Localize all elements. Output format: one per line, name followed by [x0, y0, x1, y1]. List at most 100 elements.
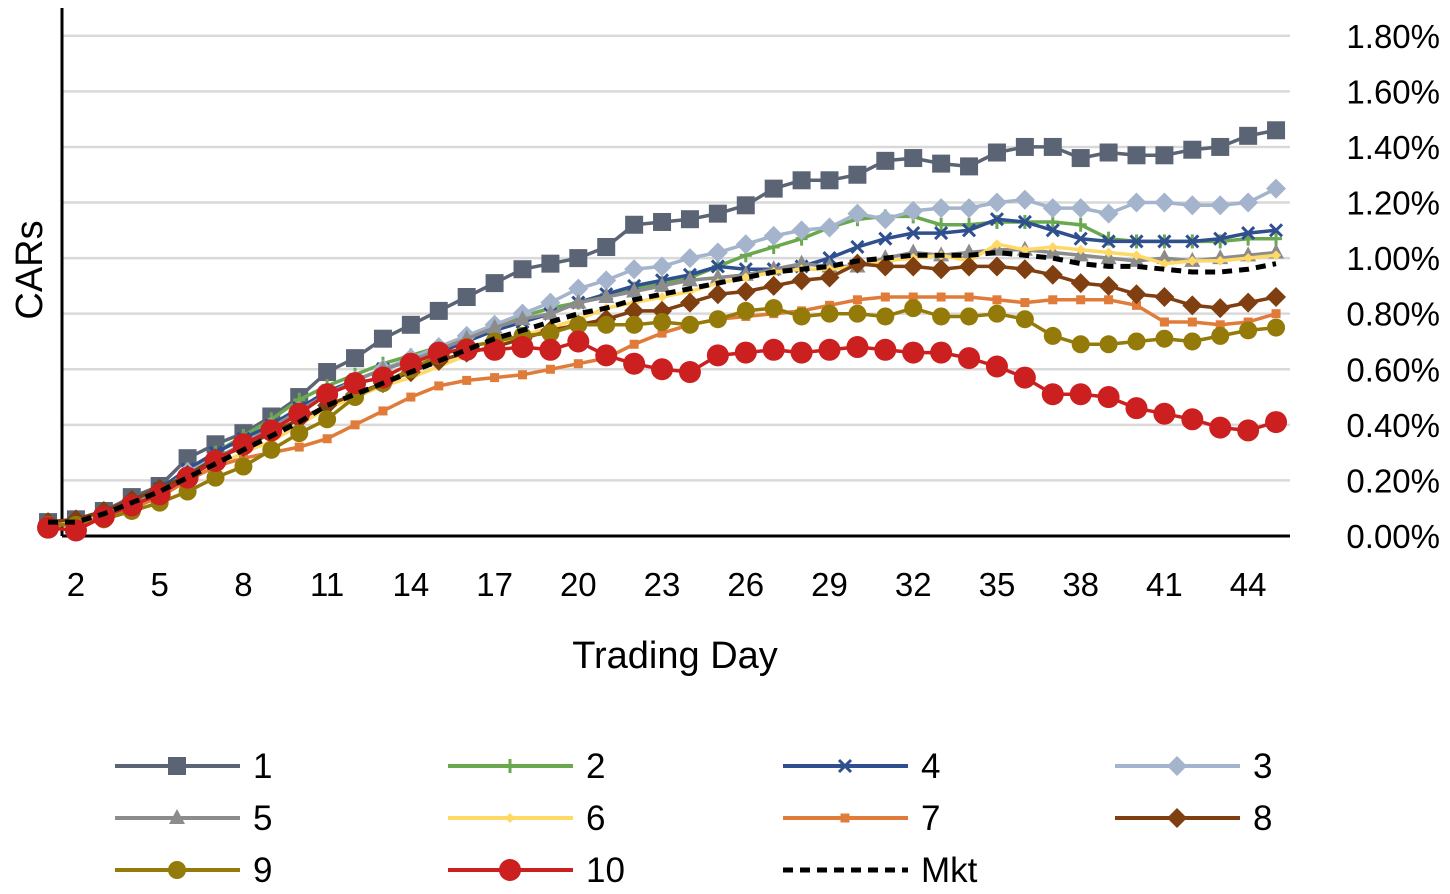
marker-diamond: [596, 270, 617, 291]
marker-circle: [1153, 402, 1176, 425]
marker-square: [764, 179, 783, 198]
marker-circle: [1071, 335, 1090, 354]
marker-circle: [678, 361, 701, 384]
marker-diamond: [624, 300, 645, 321]
legend-item-4: 4: [783, 747, 940, 786]
marker-diamond: [959, 256, 980, 277]
marker-square: [1159, 317, 1169, 327]
marker-square: [657, 328, 667, 338]
marker-circle: [874, 338, 897, 361]
marker-triangle: [514, 310, 531, 326]
marker-square: [490, 373, 500, 383]
marker-circle: [316, 383, 339, 406]
y-axis-title: CARs: [9, 220, 51, 319]
y-tick-label: 0.00%: [1346, 518, 1440, 555]
x-tick-label: 5: [151, 566, 169, 603]
legend-item-10: 10: [448, 851, 625, 890]
legend-item-mkt: Mkt: [783, 851, 978, 890]
marker-diamond: [931, 198, 952, 219]
legend-label: 3: [1253, 747, 1272, 786]
marker-circle: [846, 336, 869, 359]
marker-diamond: [652, 256, 673, 277]
legend-label: 8: [1253, 799, 1272, 838]
x-tick-label: 11: [310, 566, 344, 603]
x-tick-label: 38: [1062, 566, 1099, 603]
marker-diamond: [1042, 198, 1063, 219]
series-10: [37, 330, 1288, 542]
series-line: [48, 306, 1277, 527]
marker-square: [485, 274, 504, 293]
marker-circle: [539, 338, 562, 361]
marker-square: [1071, 149, 1090, 168]
marker-diamond: [819, 267, 840, 288]
marker-circle: [168, 861, 186, 879]
legend-item-1: 1: [115, 747, 272, 786]
marker-diamond: [1266, 287, 1287, 308]
marker-diamond: [568, 278, 589, 299]
marker-square: [820, 171, 839, 190]
marker-square: [1239, 126, 1258, 145]
y-tick-label: 0.80%: [1346, 296, 1440, 333]
marker-circle: [848, 304, 867, 323]
x-axis-title: Trading Day: [572, 635, 778, 677]
marker-square: [569, 249, 588, 268]
marker-square: [294, 442, 304, 452]
marker-diamond: [959, 198, 980, 219]
marker-square: [350, 420, 360, 430]
marker-square: [960, 157, 979, 176]
x-tick-label: 44: [1230, 566, 1267, 603]
marker-x: [1268, 223, 1284, 238]
x-tick-label: 20: [560, 566, 597, 603]
marker-square: [992, 295, 1002, 305]
legend: 1 2 4 3 5 6 7 8 9 10 Mkt: [115, 747, 1272, 890]
x-tick-label: 29: [811, 566, 848, 603]
marker-circle: [1183, 332, 1202, 351]
marker-circle: [176, 466, 199, 489]
x-tick-label: 26: [727, 566, 764, 603]
legend-label: 9: [253, 851, 272, 890]
marker-square: [625, 215, 644, 234]
marker-square: [932, 154, 951, 173]
y-tick-label: 1.00%: [1346, 240, 1440, 277]
marker-diamond: [679, 292, 700, 313]
marker-circle: [818, 338, 841, 361]
marker-square: [876, 151, 895, 170]
marker-square: [1155, 146, 1174, 165]
marker-diamond: [791, 220, 812, 241]
legend-label: 10: [586, 851, 625, 890]
marker-diamond: [1098, 275, 1119, 296]
marker-diamond: [1243, 253, 1254, 264]
marker-circle: [653, 313, 672, 332]
marker-square: [1215, 320, 1225, 330]
marker-diamond: [791, 270, 812, 291]
marker-circle: [399, 352, 422, 375]
marker-circle: [706, 344, 729, 367]
marker-diamond: [1238, 292, 1259, 313]
marker-circle: [318, 410, 337, 429]
y-tick-label: 0.40%: [1346, 407, 1440, 444]
marker-square: [908, 292, 918, 302]
marker-square: [904, 149, 923, 168]
marker-circle: [232, 433, 255, 456]
marker-square: [1104, 295, 1114, 305]
marker-diamond: [1159, 258, 1170, 269]
marker-square: [680, 210, 699, 229]
marker-square: [322, 434, 332, 444]
marker-diamond: [1014, 259, 1035, 280]
marker-circle: [958, 347, 981, 370]
marker-circle: [1239, 321, 1258, 340]
marker-diamond: [763, 225, 784, 246]
marker-circle: [904, 299, 923, 318]
marker-diamond: [1019, 244, 1030, 255]
marker-diamond: [1154, 287, 1175, 308]
marker-square: [736, 196, 755, 215]
legend-item-8: 8: [1115, 799, 1272, 838]
marker-diamond: [847, 203, 868, 224]
series-line: [48, 250, 1277, 525]
marker-circle: [499, 859, 521, 881]
marker-triangle: [654, 276, 671, 292]
marker-triangle: [1156, 249, 1173, 265]
marker-diamond: [1210, 298, 1231, 319]
marker-square: [1127, 146, 1146, 165]
